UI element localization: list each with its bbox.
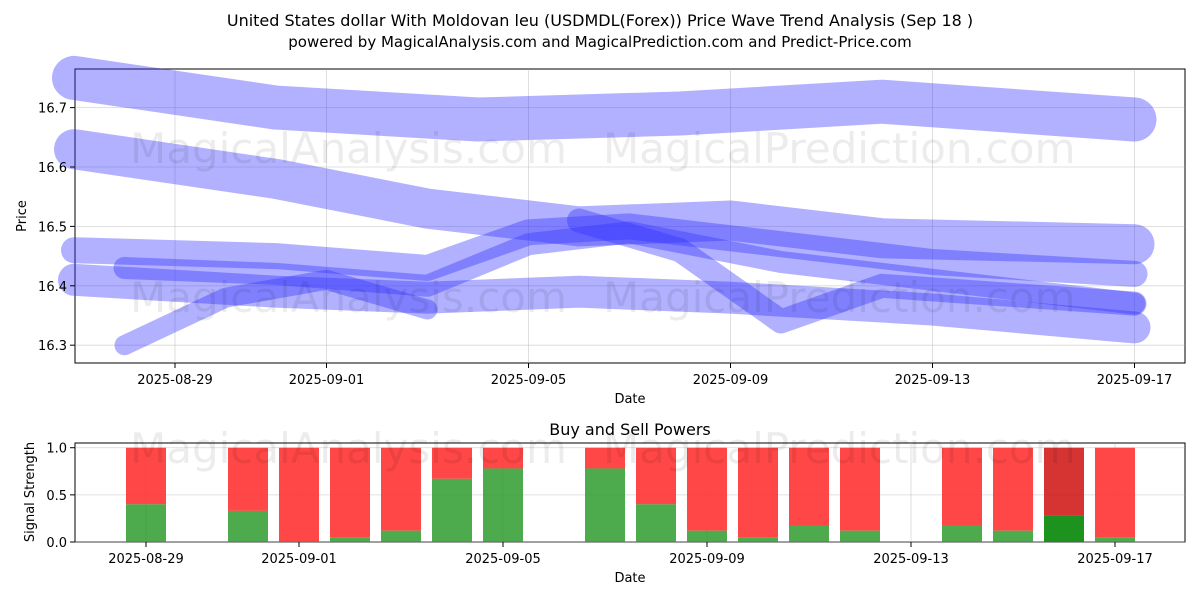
buy-bar (738, 537, 778, 542)
buy-bar (840, 530, 880, 542)
power-x-axis-title: Date (614, 571, 645, 586)
wave-band-wave-upper (54, 129, 1155, 265)
watermark-prediction-bottom: MagicalPrediction.com (603, 424, 1076, 473)
price-x-tick-label: 2025-09-09 (693, 373, 769, 388)
wave-bands (52, 55, 1157, 356)
price-x-tick-label: 2025-09-01 (289, 373, 365, 388)
sell-bar (789, 447, 829, 526)
sell-bar (228, 447, 268, 511)
sell-bar (942, 447, 982, 526)
wave-band-wave-low (58, 263, 1151, 344)
sell-bar (279, 447, 319, 542)
sell-bar (1044, 447, 1084, 516)
buy-bar (483, 468, 523, 542)
power-x-tick-label: 2025-09-09 (669, 552, 745, 567)
watermark-analysis-top: MagicalAnalysis.com (130, 124, 567, 173)
price-chart: MagicalAnalysis.com MagicalPrediction.co… (15, 55, 1186, 407)
power-chart: Buy and Sell Powers MagicalAnalysis.com … (23, 420, 1186, 586)
sell-bar (126, 447, 166, 505)
sell-bar (381, 447, 421, 531)
price-y-ticks: 16.3 16.4 16.5 16.6 16.7 (38, 102, 75, 354)
wave-band-wave-dip (567, 208, 1147, 334)
buy-bar (126, 504, 166, 542)
power-y-tick-label: 1.0 (46, 442, 67, 457)
sell-bar (432, 447, 472, 479)
price-x-ticks: 2025-08-29 2025-09-01 2025-09-05 2025-09-09… (137, 363, 1172, 388)
price-y-tick-label: 16.7 (38, 102, 67, 117)
price-y-tick-label: 16.4 (38, 280, 67, 295)
sell-bar (1095, 447, 1135, 538)
price-x-tick-label: 2025-08-29 (137, 373, 213, 388)
price-plot-frame (74, 68, 1186, 364)
price-x-tick-label: 2025-09-17 (1097, 373, 1173, 388)
power-y-tick-label: 0.0 (46, 536, 67, 551)
buy-bar (1095, 537, 1135, 542)
price-y-tick-label: 16.3 (38, 339, 67, 354)
power-x-tick-label: 2025-08-29 (108, 552, 184, 567)
price-y-tick-label: 16.5 (38, 220, 67, 235)
power-x-tick-label: 2025-09-13 (873, 552, 949, 567)
sell-bar (585, 447, 625, 469)
price-y-axis-title: Price (15, 200, 30, 232)
buy-bar (687, 530, 727, 542)
power-chart-title: Buy and Sell Powers (549, 420, 711, 439)
price-y-tick-label: 16.6 (38, 161, 67, 176)
sell-bar (636, 447, 676, 505)
power-x-tick-label: 2025-09-05 (465, 552, 541, 567)
power-y-ticks: 0.0 0.5 1.0 (46, 442, 75, 551)
watermark-prediction-mid: MagicalPrediction.com (603, 273, 1076, 322)
watermark-analysis-bottom: MagicalAnalysis.com (130, 424, 567, 473)
wave-band-wave-mid-b (113, 221, 1146, 315)
power-bars (126, 447, 1135, 542)
buy-bar (585, 468, 625, 542)
buy-bar (381, 530, 421, 542)
buy-bar (1044, 515, 1084, 542)
chart-subtitle: powered by MagicalAnalysis.com and Magic… (288, 33, 912, 51)
sell-bar (330, 447, 370, 538)
wave-band-wave-mid-a (61, 213, 1148, 287)
buy-bar (432, 478, 472, 542)
buy-bar (789, 525, 829, 542)
buy-bar (228, 510, 268, 542)
buy-bar (942, 525, 982, 542)
buy-bar (993, 530, 1033, 542)
power-y-axis-title: Signal Strength (23, 442, 38, 542)
watermark-prediction-top: MagicalPrediction.com (603, 124, 1076, 173)
price-x-tick-label: 2025-09-05 (491, 373, 567, 388)
chart-title: United States dollar With Moldovan leu (… (227, 11, 973, 30)
power-x-tick-label: 2025-09-01 (261, 552, 337, 567)
sell-bar (993, 447, 1033, 531)
sell-bar (687, 447, 727, 531)
power-y-tick-label: 0.5 (46, 489, 67, 504)
wave-band-wave-rise (114, 269, 438, 356)
wave-band-wave-top (52, 55, 1157, 142)
sell-bar (483, 447, 523, 469)
price-grid (75, 69, 1185, 363)
power-x-ticks: 2025-08-29 2025-09-01 2025-09-05 2025-09-09… (108, 542, 1153, 567)
power-x-tick-label: 2025-09-17 (1077, 552, 1153, 567)
watermark-analysis-mid: MagicalAnalysis.com (130, 273, 567, 322)
price-x-axis-title: Date (614, 392, 645, 407)
sell-bar (840, 447, 880, 531)
buy-bar (330, 537, 370, 542)
price-x-tick-label: 2025-09-13 (895, 373, 971, 388)
sell-bar (738, 447, 778, 538)
buy-bar (636, 504, 676, 542)
